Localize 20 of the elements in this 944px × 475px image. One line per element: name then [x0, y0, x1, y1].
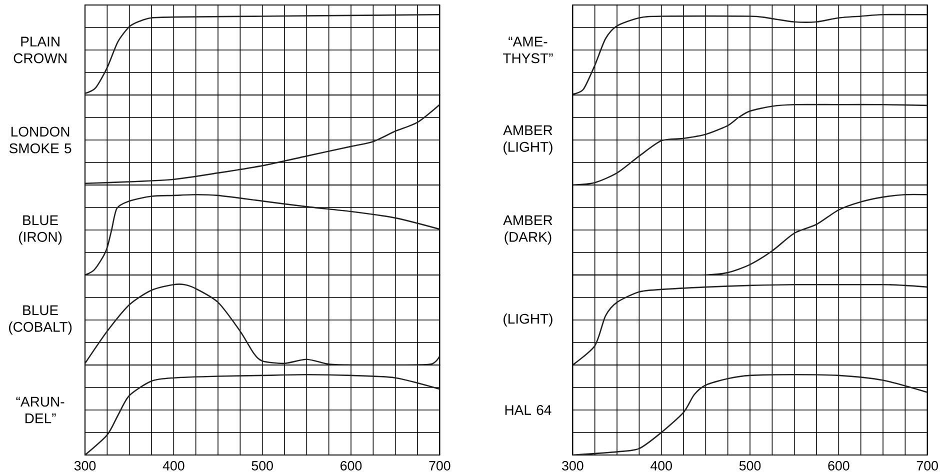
x-tick-label: 600 — [828, 461, 850, 470]
y-axis-title: LONDON SMOKE 5 — [9, 126, 72, 154]
x-tick-label: 600 — [340, 461, 362, 470]
y-axis-title: HAL 64 — [505, 405, 552, 415]
y-axis-title: (LIGHT) — [504, 313, 552, 327]
x-tick-label: 500 — [252, 461, 273, 470]
x-tick-label: 300 — [74, 461, 96, 470]
y-axis-title: AMBER (LIGHT) — [503, 125, 552, 155]
x-tick-label: 400 — [650, 461, 672, 470]
y-axis-title: AMBER (DARK) — [503, 215, 552, 245]
y-axis-title: BLUE (COBALT) — [9, 305, 72, 335]
x-tick-label: 500 — [739, 461, 761, 470]
x-tick-label: 700 — [916, 461, 938, 470]
y-axis-title: “AME-THYST” — [503, 36, 553, 64]
x-tick-label: 700 — [429, 461, 450, 470]
x-tick-label: 400 — [162, 461, 184, 470]
y-axis-title: PLAIN CROWN — [14, 36, 66, 64]
x-tick-label: 300 — [562, 461, 584, 470]
y-axis-title: BLUE (IRON) — [19, 215, 62, 245]
y-axis-title: “ARUN-DEL” — [16, 396, 64, 424]
